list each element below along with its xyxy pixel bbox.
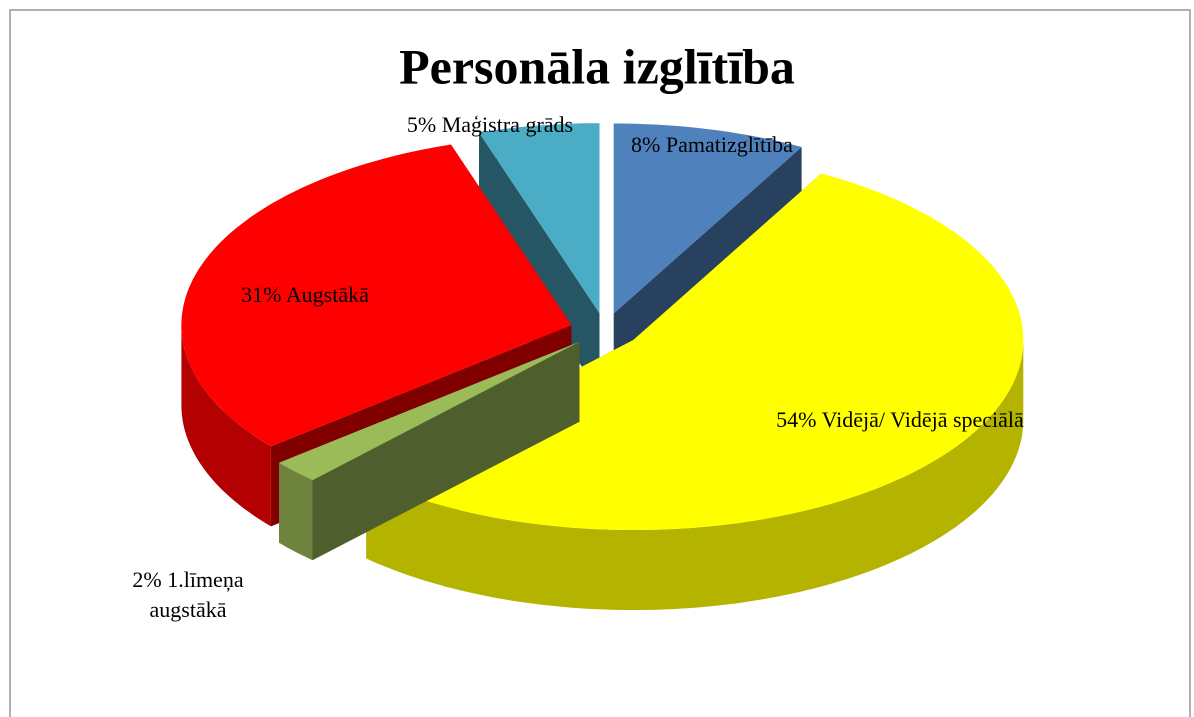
slice-face <box>279 341 580 543</box>
label-value: 31% <box>241 282 282 307</box>
label-value: 8% <box>631 132 661 157</box>
data-label: 31% Augstākā <box>195 280 415 310</box>
slice-wall <box>279 462 313 561</box>
data-label: 5% Maģistra grāds <box>360 110 620 140</box>
label-category: Augstākā <box>285 282 369 307</box>
data-label: 2% 1.līmeņa augstākā <box>103 565 273 625</box>
slice-top <box>613 123 802 314</box>
label-value: 5% <box>406 112 437 137</box>
slice-wall <box>366 340 1024 610</box>
slice-top <box>479 123 600 314</box>
data-label: 54% Vidējā/ Vidējā speciālā <box>765 405 1035 435</box>
data-label: 8% Pamatizglītība <box>582 130 842 160</box>
slice-wall <box>181 325 271 527</box>
slice <box>279 341 580 561</box>
label-category: Pamatizglītība <box>665 132 793 157</box>
slice-top <box>181 144 572 447</box>
label-value: 2% <box>132 567 162 592</box>
chart-title: Personāla izglītība <box>399 38 795 94</box>
label-category: 1.līmeņa augstākā <box>149 567 244 622</box>
label-category: Maģistra grāds <box>441 112 574 137</box>
label-value: 54% <box>776 407 817 432</box>
slice-top <box>279 341 580 481</box>
label-category: Vidējā/ Vidējā speciālā <box>821 407 1024 432</box>
